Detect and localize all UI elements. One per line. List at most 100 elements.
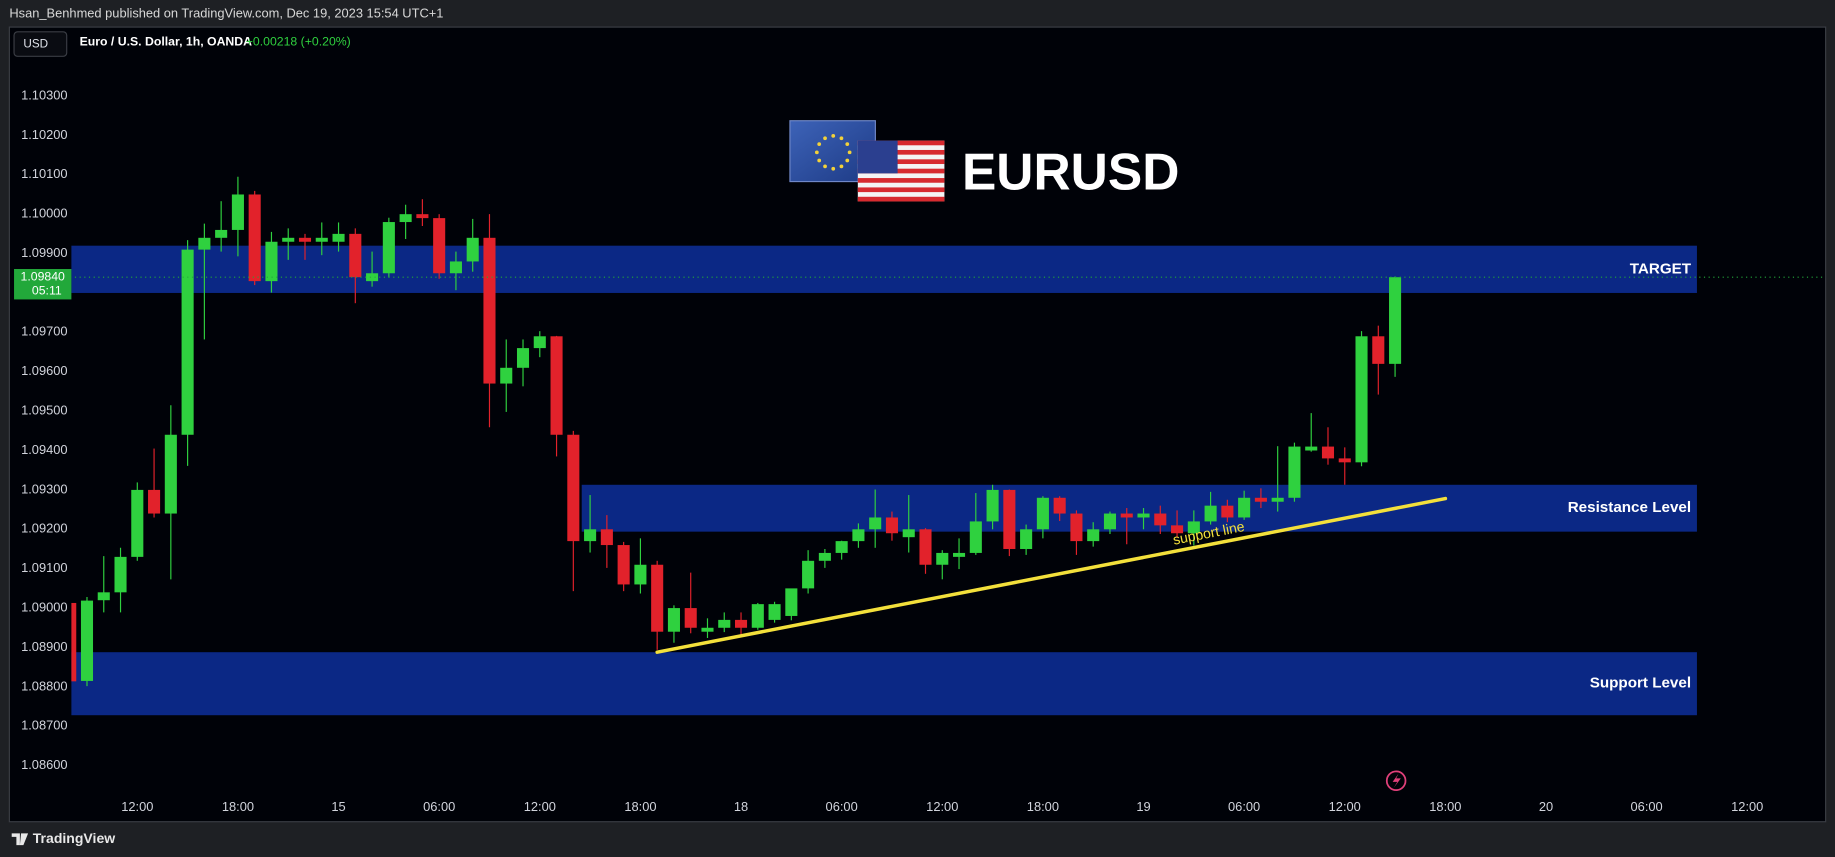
currency[interactable]: USD: [23, 38, 48, 51]
candle-body: [97, 592, 110, 601]
candle-body: [181, 249, 194, 435]
last-price-box: [14, 269, 72, 300]
candle-body: [919, 529, 932, 565]
us-stripes: [857, 140, 945, 202]
change: +0.00218 (+0.20%): [246, 35, 351, 49]
x-tick-label: 18:00: [1429, 799, 1461, 814]
candle-body: [1254, 497, 1267, 502]
candle-body: [80, 600, 94, 681]
candle-body: [651, 564, 664, 632]
y-tick-label: 1.10300: [21, 87, 67, 102]
candle-body: [1305, 446, 1318, 451]
x-tick-label: 06:00: [1631, 799, 1663, 814]
axes: 1.10300 1.10200 1.10100 1.10000 1.09900 1.098…: [14, 87, 1763, 814]
candle-body: [768, 604, 781, 620]
y-tick-label: 1.09600: [21, 363, 67, 378]
x-tick-label: 15: [331, 799, 345, 814]
candle-body: [1137, 513, 1150, 518]
chart-title: EURUSD: [962, 142, 1179, 200]
candle-body: [986, 489, 999, 522]
candle-body: [231, 194, 244, 230]
x-tick-label: 06:00: [826, 799, 858, 814]
candle-body: [684, 608, 697, 628]
y-tick-label: 1.09900: [21, 245, 67, 260]
candle-body: [617, 545, 630, 585]
candle-body: [366, 273, 379, 282]
candle-body: [584, 529, 597, 542]
zone: [71, 245, 1697, 293]
currency-button[interactable]: [13, 31, 68, 57]
x-tick-label: 12:00: [1731, 799, 1763, 814]
candle-body: [701, 627, 714, 632]
candle-body: [734, 619, 748, 628]
candle-body: [248, 194, 261, 282]
candle-body: [567, 434, 580, 542]
candle-body: [667, 608, 680, 632]
candle-body: [533, 336, 546, 349]
y-tick-label: 1.09000: [21, 599, 67, 614]
candle-body: [500, 367, 513, 384]
zone-label: TARGET: [1630, 260, 1692, 277]
zone-label: Resistance Level: [1568, 499, 1691, 516]
candle-body: [718, 619, 731, 628]
candle-body: [298, 237, 312, 242]
us-canton: [857, 140, 898, 174]
candle-body: [516, 348, 530, 368]
candle-body: [1288, 446, 1301, 498]
y-tick-label: 1.08700: [21, 718, 67, 733]
x-tick-label: 19: [1136, 799, 1150, 814]
candle-body: [382, 222, 395, 274]
candle-body: [131, 489, 144, 557]
y-tick-label: 1.09100: [21, 560, 67, 575]
publisher: Hsan_Benhmed published on TradingView.co…: [9, 6, 443, 21]
candle-body: [332, 233, 345, 242]
candle-body: [114, 556, 127, 593]
candle-body: [969, 521, 982, 553]
candle-body: [1036, 497, 1049, 530]
candle-body: [1372, 336, 1385, 364]
candle-body: [1187, 521, 1200, 534]
candle-body: [1003, 489, 1016, 549]
candle-body: [1171, 525, 1184, 534]
y-tick-label: 1.10000: [21, 206, 67, 221]
y-tick-label: 1.08800: [21, 678, 67, 693]
flags: [789, 120, 945, 202]
x-tick-label: 12:00: [524, 799, 556, 814]
y-tick-label: 1.09500: [21, 403, 67, 418]
y-tick-label: 1.08900: [21, 639, 67, 654]
brand: TradingView: [33, 830, 115, 846]
candle-body: [634, 564, 647, 585]
x-tick-label: 12:00: [1329, 799, 1361, 814]
candle-body: [282, 237, 295, 242]
candle-body: [315, 237, 328, 242]
candle-body: [1221, 505, 1234, 518]
candle-body: [215, 229, 228, 238]
candle-body: [785, 588, 798, 616]
zone-label: Support Level: [1590, 675, 1691, 692]
candle-body: [1204, 505, 1217, 522]
candle-body: [416, 214, 429, 219]
candle-body: [1338, 458, 1351, 463]
candle-body: [1355, 336, 1368, 463]
x-tick-label: 18:00: [624, 799, 656, 814]
candle-body: [1321, 446, 1335, 459]
candle-body: [869, 517, 882, 530]
alert-bolt: [1392, 773, 1401, 788]
candle-body: [1154, 513, 1167, 526]
x-tick-label: 18: [734, 799, 748, 814]
candle-body: [1238, 497, 1251, 518]
y-tick-label: 1.09700: [21, 324, 67, 339]
candle-body: [936, 552, 949, 565]
y-tick-label: 1.09300: [21, 481, 67, 496]
candle-body: [466, 237, 479, 262]
alert-icon[interactable]: [1385, 770, 1407, 791]
candle-body: [835, 541, 848, 553]
x-tick-label: 06:00: [1228, 799, 1260, 814]
candle-body: [1103, 513, 1117, 530]
candle-body: [433, 218, 446, 274]
candle-body: [71, 602, 77, 682]
candle-body: [550, 336, 563, 435]
